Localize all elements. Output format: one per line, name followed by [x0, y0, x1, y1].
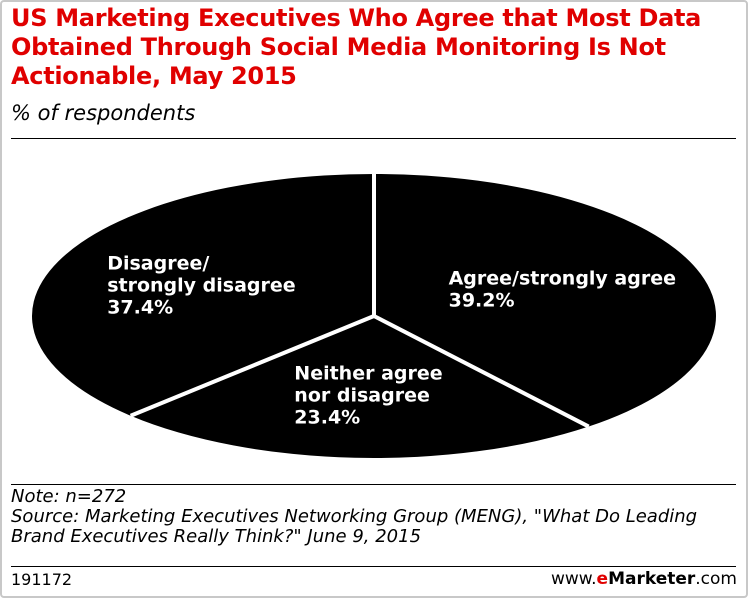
brand-prefix: www. [550, 569, 597, 589]
slice-category-label: Disagree/ [107, 252, 209, 274]
brand-name: Marketer [608, 569, 696, 589]
chart-id: 191172 [11, 570, 73, 589]
pie-slice-disagree-strongly-disagree [31, 174, 374, 416]
slice-value-label: 39.2% [449, 290, 515, 312]
slice-label-disagree-strongly-disagree: Disagree/strongly disagree 37.4% [107, 252, 295, 318]
slice-separators [129, 174, 590, 429]
bottom-rule [11, 566, 736, 567]
slice-category-label: Agree/strongly agree [449, 268, 676, 290]
slice-label-neither-agree-nor-disagree: Neither agree nor disagree 23.4% [294, 362, 442, 428]
top-rule [11, 138, 736, 139]
slice-value-label: 23.4% [294, 406, 360, 428]
slice-value-label: 37.4% [107, 296, 173, 318]
pie-slice-agree-strongly-agree [374, 173, 717, 427]
brand-suffix: .com [695, 569, 737, 589]
chart-subtitle: % of respondents [11, 101, 196, 125]
pie-chart: Agree/strongly agree 39.2% Neither agree no… [31, 173, 717, 459]
slice-label-agree-strongly-agree: Agree/strongly agree 39.2% [449, 268, 676, 312]
pie-slice-neither-agree-nor-disagree [130, 316, 589, 459]
brand-url[interactable]: www.eMarketer.com [551, 569, 737, 589]
brand-e: e [596, 569, 609, 589]
slice-labels: Agree/strongly agree 39.2% Neither agree no… [107, 252, 676, 428]
slice-category-label: nor disagree [294, 384, 430, 406]
slice-separator [129, 314, 375, 418]
source-text-line1: Source: Marketing Executives Networking … [11, 506, 698, 527]
slice-separator [373, 314, 590, 429]
chart-title: US Marketing Executives Who Agree that M… [11, 4, 702, 90]
note-text: Note: n=272 [11, 486, 127, 507]
slice-category-label: strongly disagree [107, 274, 295, 296]
footer-rule [11, 484, 736, 485]
slice-category-label: Neither agree [294, 362, 442, 384]
notes-block: Note: n=272 Source: Marketing Executives… [11, 487, 741, 547]
source-text-line2: Brand Executives Really Think?" June 9, … [11, 526, 422, 547]
pie-slices [31, 173, 717, 459]
